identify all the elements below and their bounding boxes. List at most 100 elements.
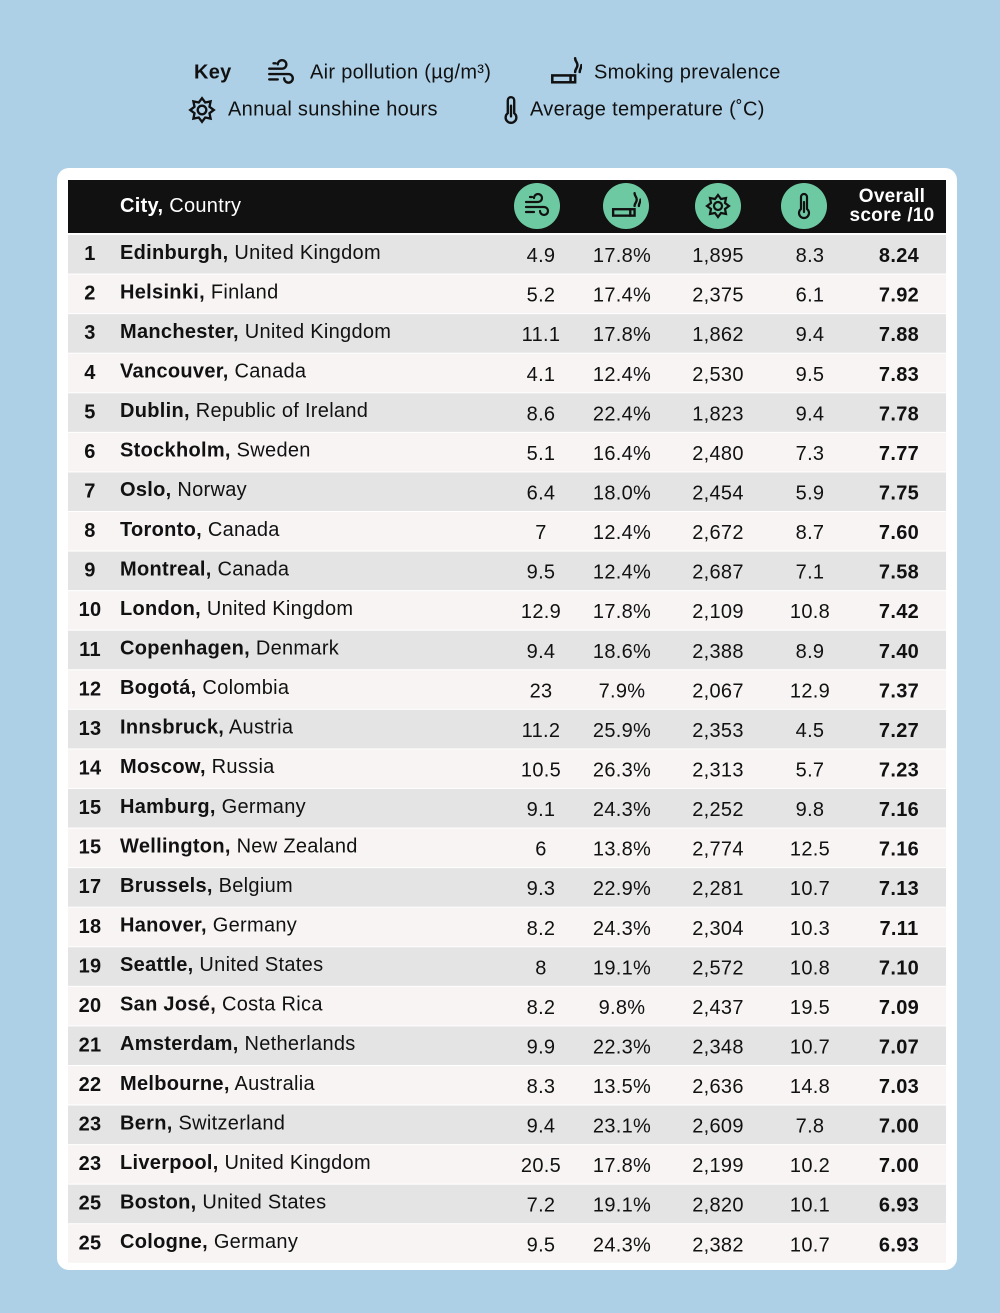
overall-score: 7.07 xyxy=(879,1036,919,1058)
table-row: 13 Innsbruck, Austria 11.2 25.9% 2,353 4.5 7.2… xyxy=(68,709,946,749)
city: Stockholm, xyxy=(120,440,231,462)
rank: 14 xyxy=(79,757,102,779)
table-row: 15 Wellington, New Zealand 6 13.8% 2,774 12.5… xyxy=(68,828,946,868)
country: Colombia xyxy=(202,677,289,699)
air-pollution: 9.4 xyxy=(527,1116,556,1138)
table-row: 18 Hanover, Germany 8.2 24.3% 2,304 10.3 7.11 xyxy=(68,907,946,947)
city: Manchester, xyxy=(120,321,239,343)
country: Germany xyxy=(214,1231,298,1253)
temp-icon xyxy=(504,95,518,125)
row-bg xyxy=(68,551,946,591)
air-pollution: 6.4 xyxy=(527,482,556,504)
city-country: Liverpool, United Kingdom xyxy=(120,1152,371,1174)
smoking: 19.1% xyxy=(593,957,651,979)
temperature: 6.1 xyxy=(796,285,825,307)
air-pollution: 23 xyxy=(530,680,553,702)
city-country: Boston, United States xyxy=(120,1192,326,1214)
rank: 17 xyxy=(79,876,102,898)
temperature: 7.3 xyxy=(796,443,825,465)
table-row: 19 Seattle, United States 8 19.1% 2,572 10.8 7… xyxy=(68,947,946,986)
rank: 20 xyxy=(79,995,102,1017)
rank: 1 xyxy=(84,243,95,265)
temperature: 10.8 xyxy=(790,957,830,979)
smoking: 17.8% xyxy=(593,245,651,267)
city: Innsbruck, xyxy=(120,717,224,739)
overall-score: 7.42 xyxy=(879,601,919,623)
country: Russia xyxy=(212,756,276,778)
sunshine: 2,313 xyxy=(692,759,744,781)
country: United Kingdom xyxy=(234,242,381,264)
temperature: 12.5 xyxy=(790,839,830,861)
smoking: 22.9% xyxy=(593,878,651,900)
air-pollution: 8 xyxy=(535,957,546,979)
temperature: 19.5 xyxy=(790,997,830,1019)
row-bg xyxy=(68,472,946,511)
air-pollution: 12.9 xyxy=(521,601,561,623)
city: Copenhagen, xyxy=(120,638,250,660)
row-bg xyxy=(68,274,946,314)
smoking: 24.3% xyxy=(593,1234,651,1256)
city-country: Innsbruck, Austria xyxy=(120,717,294,739)
temperature: 10.7 xyxy=(790,1234,830,1256)
table-row: 11 Copenhagen, Denmark 9.4 18.6% 2,388 8.9 7.4… xyxy=(68,630,946,670)
country: Republic of Ireland xyxy=(196,400,368,422)
table-row: 23 Liverpool, United Kingdom 20.5 17.8% 2,19… xyxy=(68,1145,946,1184)
header-country: Country xyxy=(169,195,241,217)
city-country: Copenhagen, Denmark xyxy=(120,638,340,660)
sunshine: 2,437 xyxy=(692,997,744,1019)
overall-score: 7.13 xyxy=(879,878,919,900)
row-bg xyxy=(68,788,946,828)
rank: 15 xyxy=(79,797,102,819)
row-bg xyxy=(68,1105,946,1145)
temperature: 9.8 xyxy=(796,799,825,821)
overall-score: 7.27 xyxy=(879,720,919,742)
temperature: 9.4 xyxy=(796,324,825,346)
city: Toronto, xyxy=(120,519,202,541)
country: Finland xyxy=(211,282,279,304)
overall-score: 7.11 xyxy=(879,918,918,940)
rank: 9 xyxy=(84,560,95,582)
city-country: Edinburgh, United Kingdom xyxy=(120,242,381,264)
smoking: 17.8% xyxy=(593,1155,651,1177)
overall-score: 7.10 xyxy=(879,957,919,979)
smoking: 12.4% xyxy=(593,522,651,544)
smoking: 12.4% xyxy=(593,562,651,584)
sunshine: 2,636 xyxy=(692,1076,744,1098)
overall-score: 7.58 xyxy=(879,562,919,584)
smoking: 24.3% xyxy=(593,918,651,940)
city-country: Toronto, Canada xyxy=(120,519,280,541)
city: Oslo, xyxy=(120,479,172,501)
table-row: 23 Bern, Switzerland 9.4 23.1% 2,609 7.8 7.00 xyxy=(68,1105,946,1145)
air-pollution: 10.5 xyxy=(521,759,561,781)
city-country: Helsinki, Finland xyxy=(120,282,279,304)
smoking: 22.4% xyxy=(593,403,651,425)
temperature: 12.9 xyxy=(790,680,830,702)
air-pollution: 9.5 xyxy=(527,1234,556,1256)
rank: 4 xyxy=(84,362,96,384)
key-item: Air pollution (µg/m³) xyxy=(310,61,491,83)
table-body: 1 Edinburgh, United Kingdom 4.9 17.8% 1,895 8… xyxy=(68,235,946,1263)
air-pollution: 9.9 xyxy=(527,1036,556,1058)
sunshine: 2,281 xyxy=(692,878,744,900)
table-row: 10 London, United Kingdom 12.9 17.8% 2,109 10… xyxy=(68,591,946,630)
temperature: 5.9 xyxy=(796,482,825,504)
country: Australia xyxy=(234,1073,315,1095)
temperature: 5.7 xyxy=(796,759,825,781)
temperature: 8.9 xyxy=(796,641,825,663)
city-country: Amsterdam, Netherlands xyxy=(120,1033,356,1055)
sunshine: 2,388 xyxy=(692,641,744,663)
sunshine: 2,252 xyxy=(692,799,744,821)
sunshine: 1,823 xyxy=(692,403,744,425)
table-row: 9 Montreal, Canada 9.5 12.4% 2,687 7.1 7.58 xyxy=(68,551,946,591)
city: Cologne, xyxy=(120,1231,208,1253)
row-bg xyxy=(68,670,946,709)
temperature: 10.2 xyxy=(790,1155,830,1177)
air-pollution: 8.2 xyxy=(527,918,556,940)
country: Austria xyxy=(229,717,294,739)
overall-score: 7.00 xyxy=(879,1116,919,1138)
row-bg xyxy=(68,630,946,670)
icon-bg xyxy=(695,183,741,229)
sunshine: 1,862 xyxy=(692,324,744,346)
row-bg xyxy=(68,947,946,986)
overall-score: 7.37 xyxy=(879,680,919,702)
